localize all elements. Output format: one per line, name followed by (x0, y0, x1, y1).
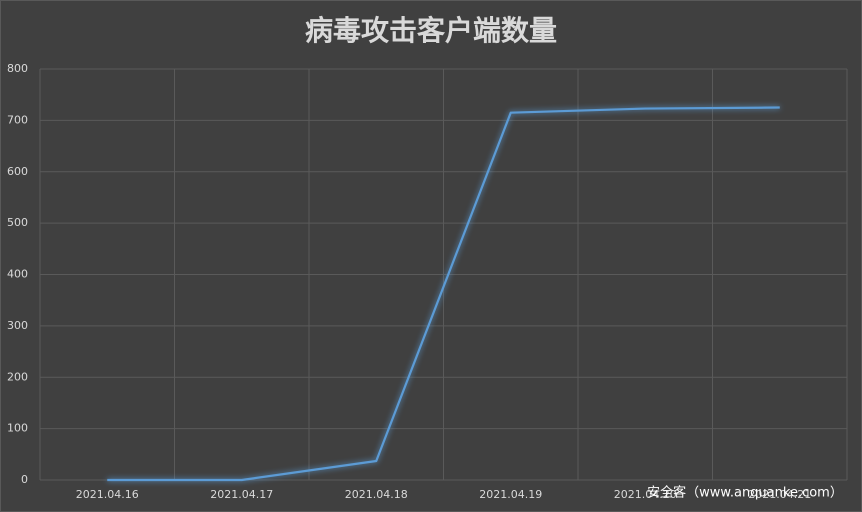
y-tick-label: 500 (7, 216, 28, 229)
x-tick-label: 2021.04.20 (614, 488, 677, 501)
chart-title: 病毒攻击客户端数量 (305, 14, 557, 47)
y-tick-label: 400 (7, 268, 28, 281)
x-tick-label: 2021.04.17 (210, 488, 273, 501)
y-tick-label: 700 (7, 113, 28, 126)
x-tick-label: 2021.04.21 (748, 488, 811, 501)
y-tick-label: 100 (7, 422, 28, 435)
watermark: 安全客（www.anquanke.com） (647, 485, 843, 501)
y-tick-label: 0 (21, 473, 28, 486)
x-tick-label: 2021.04.19 (479, 488, 542, 501)
x-tick-label: 2021.04.18 (345, 488, 408, 501)
y-tick-label: 600 (7, 165, 28, 178)
y-tick-label: 300 (7, 319, 28, 332)
line-series (107, 106, 780, 482)
y-tick-label: 200 (7, 370, 28, 383)
y-tick-label: 800 (7, 62, 28, 75)
x-tick-label: 2021.04.16 (76, 488, 139, 501)
